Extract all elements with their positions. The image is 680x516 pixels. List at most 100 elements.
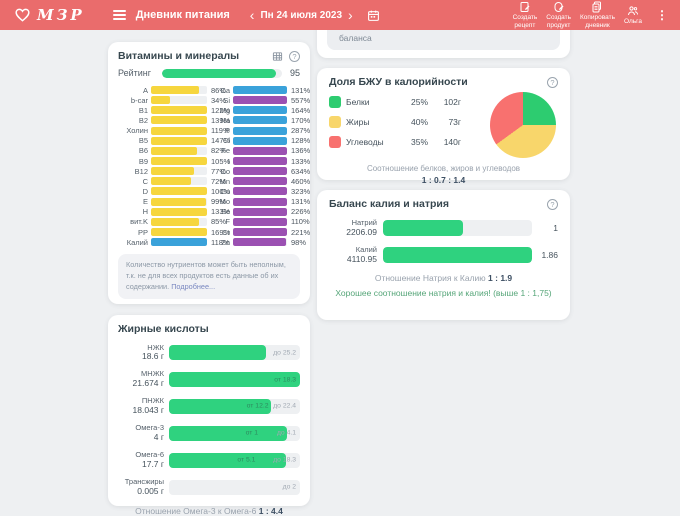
balance-bar	[383, 219, 532, 236]
nutrient-label: Se	[220, 207, 230, 217]
nutrient-percent: 131%	[291, 197, 311, 207]
nutrient-row: H 133%	[118, 207, 231, 217]
nutrient-percent: 34%	[211, 95, 227, 105]
nutrient-row: Mo 131%	[209, 197, 311, 207]
nutrient-bar	[151, 207, 207, 216]
rating-label: Рейтинг	[118, 68, 152, 78]
nutrient-bar	[151, 177, 207, 186]
copy-diary-button[interactable]: Копировать дневник	[580, 1, 615, 29]
nutrient-label: Cl	[222, 136, 230, 146]
fatty-acid-name: ПНЖК	[141, 396, 164, 406]
nutrient-row: Zn 98%	[209, 238, 310, 247]
nutrient-bar	[233, 187, 287, 196]
help-icon[interactable]: ?	[547, 76, 558, 88]
top-bar: МЗР Дневник питания ‹ Пн 24 июля 2023 › …	[0, 0, 680, 30]
nutrient-label: B2	[138, 115, 148, 125]
nutrient-bar	[233, 167, 287, 176]
nutrient-row: вит.K 85%	[118, 217, 230, 226]
fatty-row: НЖК 18.6 г до 25.2	[118, 343, 300, 362]
fatty-row: Омега-3 4 г от 1 до 4.1	[118, 424, 300, 442]
copy-diary-label-2: дневник	[585, 21, 610, 29]
create-product-label-1: Создать	[546, 14, 571, 22]
nutrient-bar	[233, 86, 287, 95]
nutrient-bar	[151, 136, 207, 145]
balance-bar	[383, 246, 532, 263]
nutrient-bar	[233, 207, 287, 216]
nutrient-row: B9 105%	[118, 157, 230, 166]
fatty-row: Омега-6 17.7 г от 5.1 до 18.3	[118, 450, 300, 469]
nutrient-label: E	[142, 197, 148, 207]
nutrient-percent: 139%	[211, 115, 231, 125]
nutrient-bar	[151, 126, 207, 135]
fatty-acid-amount: 21.674 г	[132, 378, 164, 389]
vitamins-card-title: Витамины и минералы	[118, 50, 240, 62]
sodium-potassium-card: Баланс калия и натрия ? Натрий 2206.09 1	[317, 190, 570, 320]
create-product-label-2: продукт	[546, 21, 571, 29]
fatty-acid-amount: 18.043 г	[132, 404, 164, 415]
nutrient-percent: 133%	[211, 207, 231, 217]
create-recipe-label-1: Создать	[512, 14, 538, 22]
nutrient-percent: 118%	[211, 237, 230, 247]
fatty-acid-name: Омега-3	[135, 423, 164, 433]
help-icon[interactable]: ?	[289, 50, 300, 62]
nutrient-label: B9	[138, 156, 148, 166]
more-options-icon[interactable]: ⋮	[656, 8, 668, 22]
nutrient-bar	[233, 106, 287, 115]
page-title: Дневник питания	[135, 9, 230, 21]
nutrient-percent: 136%	[291, 146, 311, 156]
nutrient-row: PP 169%	[118, 228, 230, 237]
nutrient-percent: 128%	[291, 136, 311, 146]
fatty-bar: от 5.1 до 18.3	[169, 452, 300, 468]
hamburger-menu-icon[interactable]	[111, 6, 128, 24]
mineral-name: Калий	[355, 245, 377, 255]
fatty-row: ПНЖК 18.043 г от 12.2 до 22.4	[118, 397, 300, 415]
nutrient-percent: 72%	[211, 176, 227, 186]
nutrient-percent: 82%	[211, 146, 227, 156]
table-view-icon[interactable]	[272, 51, 283, 62]
fatty-bar: от 12.2 до 22.4	[169, 398, 300, 414]
fatty-card-title: Жирные кислоты	[118, 323, 209, 335]
nutrient-bar	[233, 197, 287, 206]
create-product-button[interactable]: Создать продукт	[546, 1, 571, 29]
nutrient-percent: 77%	[211, 166, 227, 176]
nutrient-bar	[233, 116, 287, 125]
bju-footer-text: Соотношение белков, жиров и углеводов	[366, 164, 521, 173]
limit-label-max: до 18.3	[273, 456, 297, 464]
create-recipe-button[interactable]: Создать рецепт	[512, 1, 538, 29]
nutrient-bar	[151, 187, 207, 196]
nutrient-row: Si 557%	[209, 96, 310, 105]
nutrient-row: B12 77%	[118, 167, 230, 176]
prev-day-button[interactable]: ‹	[249, 7, 255, 23]
nutrient-row: Fe 136%	[209, 146, 310, 155]
nutrient-row: B2 139%	[118, 116, 230, 125]
help-icon[interactable]: ?	[547, 198, 558, 210]
calendar-icon[interactable]	[367, 9, 380, 22]
balance-verdict: Хорошее соотношение натрия и калия! (выш…	[335, 288, 552, 299]
nutrient-percent: 557%	[291, 95, 311, 105]
next-day-button[interactable]: ›	[348, 7, 353, 23]
limit-label-max: до 4.1	[276, 429, 297, 437]
date-label[interactable]: Пн 24 июля 2023	[260, 9, 343, 21]
nutrient-row: Mn 460%	[209, 177, 311, 186]
nutrient-label: B6	[138, 146, 148, 156]
nutrient-bar	[151, 217, 207, 226]
nutrient-percent: 221%	[291, 227, 311, 237]
nutrient-bar	[151, 238, 207, 247]
legend-name: Углеводы	[346, 137, 384, 147]
nutrient-row: B1 122%	[118, 106, 230, 115]
fatty-bar: от 18.3	[169, 372, 300, 388]
bju-ratio: 1 : 0.7 : 1.4	[421, 174, 466, 185]
balance-card-title: Баланс калия и натрия	[329, 198, 449, 210]
nutrient-bar	[151, 197, 207, 206]
nutrient-label: Na	[220, 115, 230, 125]
fatty-row: МНЖК 21.674 г от 18.3	[118, 370, 300, 388]
balance-row: Калий 4110.95 1.86	[329, 245, 558, 264]
user-menu-button[interactable]: Ольга	[624, 5, 642, 25]
mineral-name: Натрий	[351, 218, 377, 227]
more-details-link[interactable]: Подробнее...	[171, 282, 216, 292]
nutrient-row: Холин 119%	[118, 126, 230, 135]
balance-ratio-line: Отношение Натрия к Калию 1 : 1.9	[329, 273, 558, 283]
limit-label-max: до 2	[282, 483, 297, 491]
nutrient-row: A 86%	[118, 86, 230, 95]
app-logo[interactable]: МЗР	[14, 6, 85, 24]
